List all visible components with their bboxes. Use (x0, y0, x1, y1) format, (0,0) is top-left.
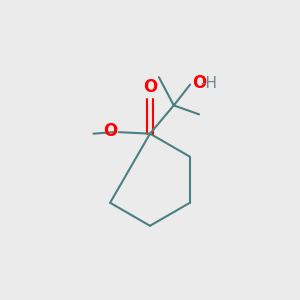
Text: -H: -H (200, 76, 217, 91)
Text: O: O (143, 78, 157, 96)
Text: O: O (103, 122, 117, 140)
Text: O: O (193, 74, 207, 92)
